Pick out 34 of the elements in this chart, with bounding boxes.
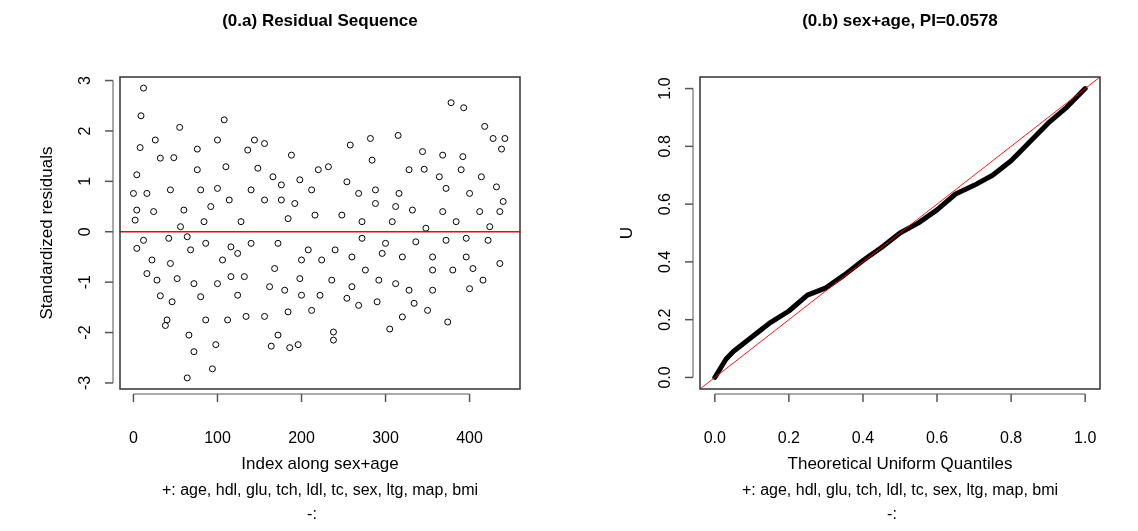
y-tick-label: 0.2 — [656, 308, 673, 331]
y-tick-label: 0.0 — [656, 366, 673, 389]
text: -: — [887, 505, 897, 522]
text: +: age, hdl, glu, tch, ldl, tc, sex, ltg, map, bmi — [161, 481, 479, 498]
x-tick-label: 400 — [456, 429, 484, 446]
x-tick-label: 0.6 — [925, 429, 949, 446]
y-tick-label: 1.0 — [656, 77, 673, 100]
y-tick-label: 2 — [76, 126, 93, 136]
x-tick-label: 100 — [204, 429, 231, 446]
x-tick-label: 1.0 — [1074, 429, 1097, 446]
x-tick-label: 300 — [372, 429, 399, 446]
y-axis-title: U — [617, 226, 636, 240]
y-tick-label: -2 — [76, 325, 93, 340]
y-tick-label: -1 — [76, 274, 93, 290]
y-tick-label: 3 — [76, 75, 93, 85]
chart-title: (0.b) sex+age, PI=0.0578 — [802, 11, 998, 30]
x-tick-label: 0.0 — [703, 429, 727, 446]
y-axis-title: Standardized residuals — [37, 146, 56, 320]
x-tick-label: 0.4 — [851, 429, 875, 446]
x-axis-title: Theoretical Uniform Quantiles — [787, 454, 1013, 473]
text: -: — [307, 505, 317, 522]
y-tick-label: -3 — [76, 375, 93, 391]
x-axis-title: Index along sex+age — [241, 454, 399, 473]
y-tick-label: 0 — [76, 227, 93, 237]
y-tick-label: 1 — [76, 176, 93, 186]
y-tick-label: 0.8 — [656, 135, 673, 158]
x-tick-label: 0.8 — [999, 429, 1023, 446]
x-tick-label: 0.2 — [777, 429, 801, 446]
y-tick-label: 0.6 — [656, 192, 673, 216]
text: +: age, hdl, glu, tch, ldl, tc, sex, ltg, map, bmi — [741, 481, 1059, 498]
x-tick-label: 200 — [288, 429, 315, 446]
y-tick-label: 0.4 — [656, 250, 673, 274]
chart-title: (0.a) Residual Sequence — [222, 11, 418, 30]
x-tick-label: 0 — [128, 429, 138, 446]
